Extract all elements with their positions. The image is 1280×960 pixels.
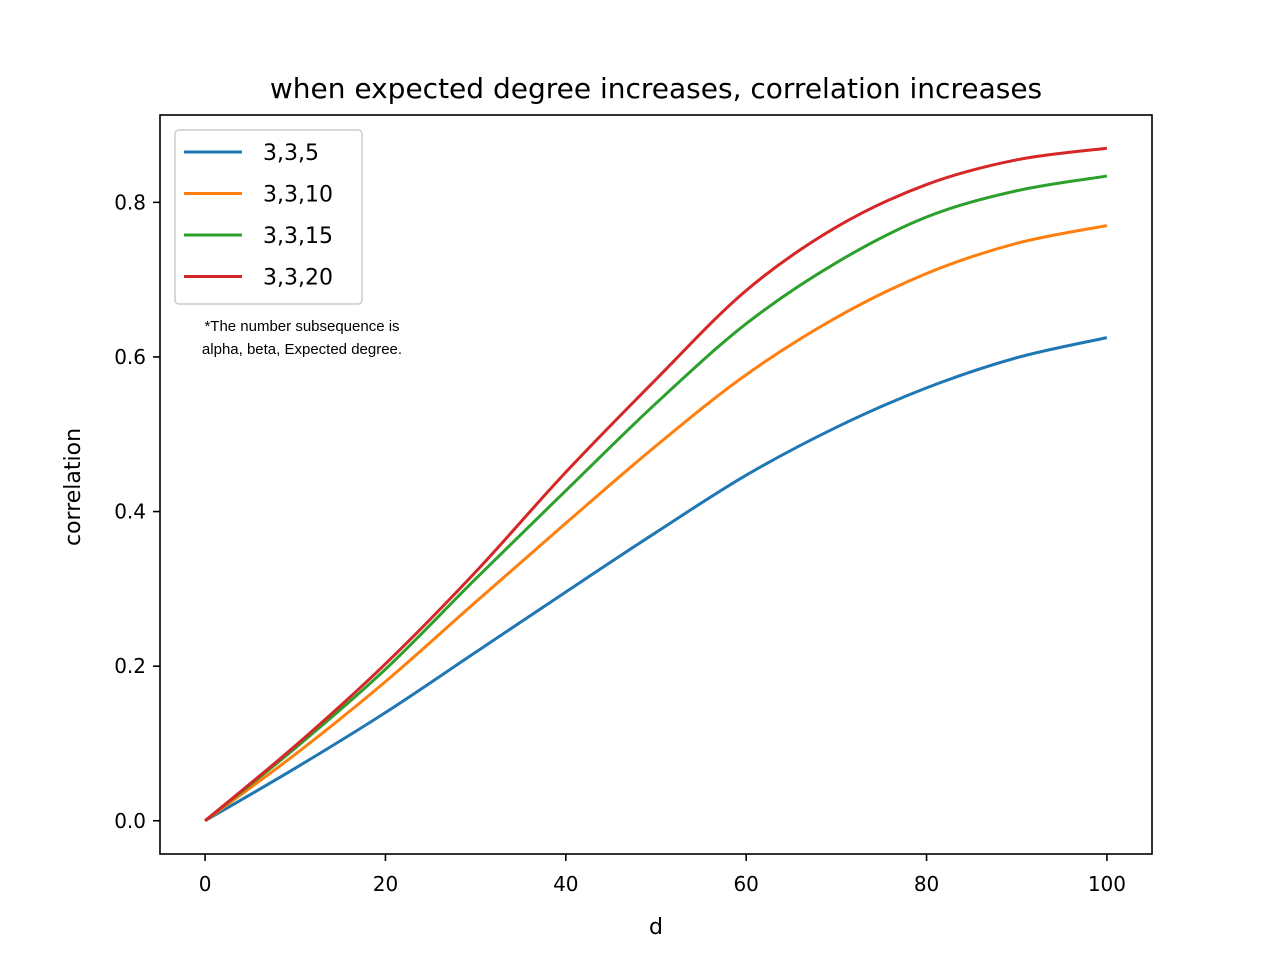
y-tick-label-2: 0.4 (114, 500, 146, 524)
legend-box (174, 129, 363, 305)
y-tick-label-1: 0.2 (114, 654, 146, 678)
x-tick-label-5: 100 (1088, 872, 1126, 896)
x-axis-ticks: 0 20 40 60 80 100 (199, 854, 1126, 896)
legend-entries: 3,3,5 3,3,10 3,3,15 3,3,20 (184, 141, 333, 291)
x-tick-label-1: 20 (373, 872, 398, 896)
legend-label-0: 3,3,5 (263, 141, 319, 166)
x-tick-label-0: 0 (199, 872, 212, 896)
series-line-2 (204, 174, 1108, 822)
annotation-line-1: *The number subsequence is (204, 318, 399, 335)
series-line-0 (204, 336, 1108, 823)
x-tick-label-2: 40 (553, 872, 578, 896)
annotation-line-2: alpha, beta, Expected degree. (202, 341, 402, 358)
series-line-1 (204, 224, 1108, 822)
y-axis-label: correlation (61, 428, 86, 546)
x-tick-label-4: 80 (914, 872, 939, 896)
x-tick-label-3: 60 (733, 872, 758, 896)
y-axis-ticks: 0.0 0.2 0.4 0.6 0.8 (114, 190, 160, 833)
plot-frame (159, 114, 1153, 855)
legend-label-2: 3,3,15 (263, 224, 333, 249)
y-tick-label-4: 0.8 (114, 190, 146, 214)
legend-label-1: 3,3,10 (263, 183, 333, 208)
y-tick-label-3: 0.6 (114, 345, 146, 369)
legend: 3,3,5 3,3,10 3,3,15 3,3,20 (174, 129, 363, 305)
chart-title: when expected degree increases, correlat… (270, 72, 1042, 105)
legend-label-3: 3,3,20 (263, 266, 333, 291)
y-tick-label-0: 0.0 (114, 809, 146, 833)
x-axis-label: d (649, 915, 663, 940)
series-line-3 (204, 146, 1108, 822)
series-layer (204, 146, 1108, 823)
